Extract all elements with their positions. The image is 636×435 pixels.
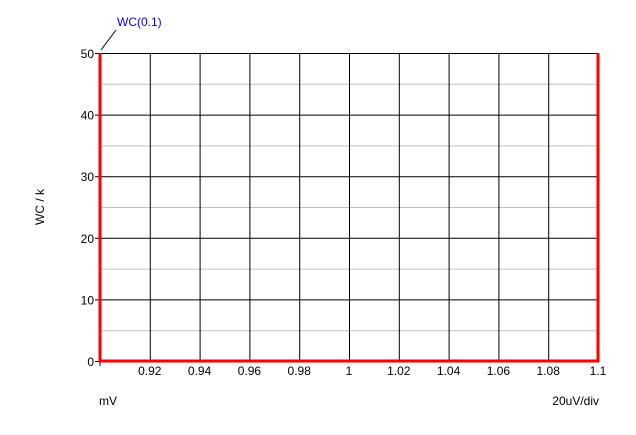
- grid: [99, 53, 599, 366]
- x-tick-label: 1.06: [487, 364, 511, 378]
- series: [98, 53, 600, 363]
- y-tick-label: 10: [81, 293, 95, 307]
- y-tick-label: 0: [87, 355, 94, 369]
- x-tick-label: 0.98: [288, 364, 312, 378]
- x-tick-label: 1: [346, 364, 353, 378]
- x-tick-label: 0.94: [188, 364, 212, 378]
- y-axis-label: WC / k: [33, 188, 47, 225]
- annotation-label: WC(0.1): [117, 15, 162, 29]
- series-line: [98, 53, 600, 363]
- x-tick-label: 0.92: [138, 364, 162, 378]
- x-tick-label: 1.08: [537, 364, 561, 378]
- annotation-arrow: [100, 29, 117, 51]
- x-tick-label: 1.04: [437, 364, 461, 378]
- x-tick-label: 1.1: [590, 364, 607, 378]
- x-unit-label: mV: [99, 394, 117, 408]
- ticks: 0 10 20 30 40 50 0.92 0.94 0.96 0.98 1 1.02 1.04 1.06…: [81, 47, 607, 378]
- x-scale-label: 20uV/div: [552, 394, 599, 408]
- y-tick-label: 50: [81, 47, 95, 61]
- y-tick-label: 20: [81, 232, 95, 246]
- y-tick-label: 30: [81, 170, 95, 184]
- y-tick-label: 40: [81, 109, 95, 123]
- x-tick-label: 0.96: [238, 364, 262, 378]
- x-tick-label: 1.02: [387, 364, 411, 378]
